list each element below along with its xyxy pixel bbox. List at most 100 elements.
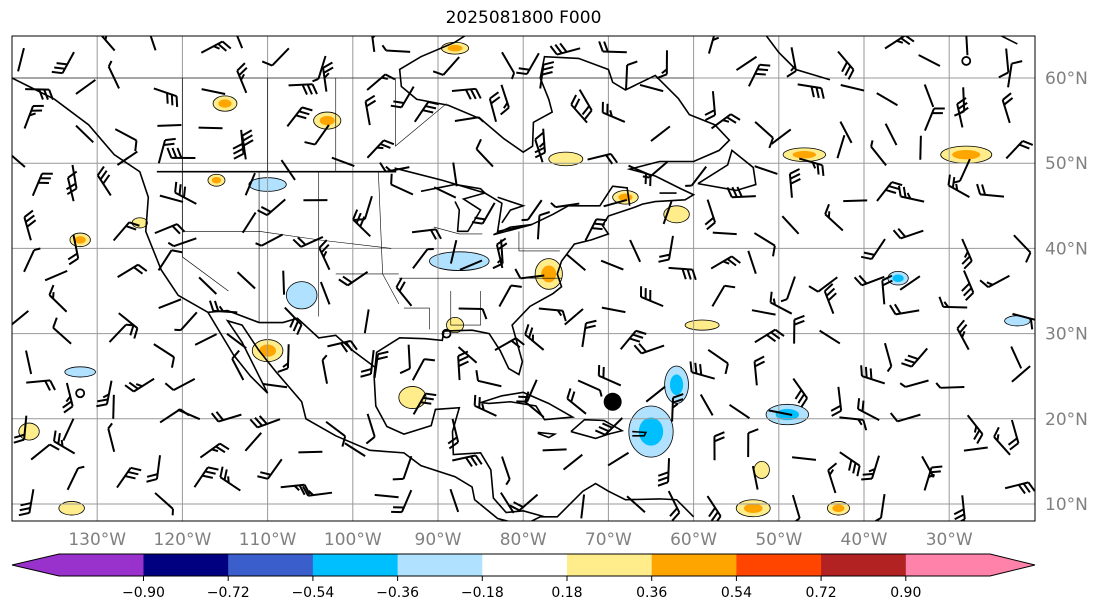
- wind-barb: [411, 228, 442, 240]
- colorbar-segment: [482, 554, 568, 576]
- barb-feather: [33, 247, 41, 252]
- barb-shaft: [157, 123, 182, 127]
- barb-feather: [979, 279, 989, 288]
- barb-feather: [594, 429, 606, 436]
- barb-feather: [724, 284, 736, 289]
- barb-feather: [137, 263, 148, 272]
- barb-feather: [510, 339, 521, 349]
- wind-barb: [23, 209, 37, 241]
- barb-feather: [1007, 437, 1018, 446]
- barb-feather: [584, 109, 593, 120]
- barb-feather: [60, 439, 64, 447]
- coastline: [207, 309, 378, 370]
- barb-feather: [424, 358, 436, 362]
- barb-feather: [956, 319, 966, 330]
- barb-feather: [870, 140, 874, 147]
- markers: [75, 56, 972, 411]
- shaded-region-core: [792, 150, 817, 159]
- wind-barb: [919, 135, 922, 160]
- barb-feather: [166, 147, 173, 159]
- wind-barb: [96, 165, 112, 196]
- barb-feather: [217, 43, 227, 52]
- barb-feather: [661, 68, 668, 75]
- wind-barb: [947, 174, 970, 198]
- barb-feather: [541, 71, 553, 76]
- barb-shaft: [536, 215, 541, 240]
- barb-feather: [470, 455, 478, 466]
- barb-shaft: [667, 458, 671, 483]
- wind-barb: [449, 488, 460, 513]
- barb-feather: [302, 485, 310, 497]
- barb-feather: [889, 304, 897, 315]
- barb-feather: [13, 433, 25, 439]
- barb-feather: [598, 426, 610, 433]
- longitude-label: 80°W: [500, 530, 547, 550]
- coastline: [537, 431, 558, 439]
- barb-shaft: [44, 269, 68, 282]
- wind-barb: [587, 152, 618, 165]
- barb-feather: [26, 219, 37, 228]
- barb-feather: [657, 481, 669, 487]
- wind-barb: [881, 274, 893, 305]
- barb-shaft: [1005, 48, 1010, 73]
- wind-barb: [626, 495, 646, 513]
- coastline: [570, 418, 625, 440]
- barb-feather: [599, 390, 603, 397]
- barb-feather: [1029, 318, 1034, 330]
- barb-shaft: [498, 285, 512, 307]
- barb-feather: [963, 251, 969, 258]
- barb-feather: [176, 223, 186, 233]
- barb-feather: [958, 323, 968, 334]
- wind-barbs: [12, 23, 1035, 521]
- wind-barb: [236, 62, 248, 94]
- wind-barb: [373, 350, 389, 379]
- political-border: [182, 231, 392, 249]
- wind-barb: [713, 431, 725, 461]
- barb-shaft: [158, 298, 182, 310]
- barb-feather: [828, 469, 835, 476]
- wind-barb: [584, 218, 608, 242]
- barb-feather: [714, 36, 718, 37]
- wind-barb: [956, 319, 970, 351]
- wind-barb: [1004, 481, 1035, 495]
- wind-barb: [25, 88, 54, 101]
- barb-feather: [513, 501, 524, 508]
- shaded-region-core: [743, 503, 763, 513]
- barb-shaft: [454, 116, 479, 123]
- barb-feather: [167, 241, 175, 248]
- barb-feather: [365, 99, 377, 108]
- barb-feather: [213, 300, 220, 312]
- barb-feather: [146, 473, 158, 478]
- barb-shaft: [919, 135, 922, 160]
- wind-barb: [381, 44, 411, 53]
- barb-shaft: [959, 158, 971, 182]
- wind-barb: [780, 276, 796, 303]
- wind-barb: [302, 485, 333, 497]
- barb-shaft: [712, 231, 737, 236]
- barb-shaft: [645, 385, 666, 403]
- barb-feather: [714, 436, 725, 443]
- barb-shaft: [263, 382, 288, 389]
- wind-barb: [399, 344, 411, 375]
- wind-barb: [901, 347, 928, 368]
- wind-barb: [154, 492, 174, 516]
- barb-shaft: [524, 401, 545, 418]
- wind-barb: [411, 358, 436, 381]
- barb-feather: [301, 84, 308, 95]
- wind-barb: [452, 454, 483, 468]
- barb-feather: [365, 436, 376, 445]
- wind-barb: [657, 458, 671, 487]
- wind-barb: [860, 365, 886, 385]
- barb-shaft: [625, 64, 629, 90]
- wind-barb: [566, 254, 587, 272]
- wind-barb: [798, 157, 825, 177]
- barb-shaft: [231, 358, 245, 381]
- barb-feather: [772, 298, 776, 306]
- wind-barb: [853, 274, 885, 287]
- barb-feather: [457, 350, 469, 357]
- wind-barb: [823, 283, 837, 314]
- barb-feather: [99, 23, 104, 33]
- wind-barb: [1005, 140, 1034, 160]
- wind-barb: [352, 209, 371, 238]
- wind-barb: [735, 55, 758, 71]
